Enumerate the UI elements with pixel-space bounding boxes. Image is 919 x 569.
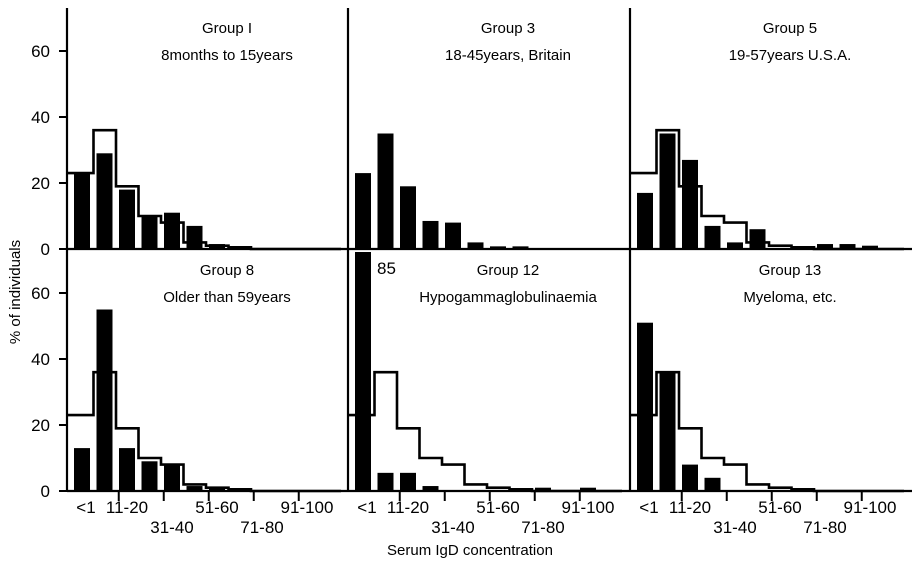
bar — [727, 242, 743, 249]
bar — [377, 133, 394, 249]
bar — [445, 222, 461, 249]
bar — [704, 477, 721, 491]
x-tick-label: <1 — [357, 498, 376, 517]
panel-5: Group 12 Hypogammaglobulinaemia 85 — [349, 252, 622, 493]
panel-title: Group 13 — [759, 262, 822, 279]
bar — [637, 192, 653, 249]
x-axis-title: Serum IgD concentration — [387, 542, 553, 559]
bar — [355, 173, 371, 249]
panel-subtitle: Myeloma, etc. — [743, 289, 836, 306]
y-tick-label: 20 — [31, 174, 50, 193]
bar — [186, 225, 203, 249]
bar — [422, 486, 439, 491]
x-tick-label: <1 — [76, 498, 95, 517]
bar — [164, 212, 180, 249]
reference-outline — [631, 128, 904, 251]
panel-subtitle: Older than 59years — [163, 289, 291, 306]
bar — [119, 189, 135, 249]
x-tick-label: 71-80 — [240, 518, 283, 537]
panel-title: Group 3 — [481, 20, 535, 37]
reference-outline — [68, 370, 341, 493]
y-tick-label: 60 — [31, 42, 50, 61]
bar — [749, 229, 766, 249]
x-tick-label: 51-60 — [758, 498, 801, 517]
panel-6: Group 13 Myeloma, etc. — [631, 262, 904, 493]
reference-outline — [349, 370, 622, 493]
bar — [164, 464, 180, 491]
bar — [422, 220, 439, 249]
x-tick-label: 11-20 — [106, 498, 148, 517]
bar — [96, 153, 113, 249]
panel-subtitle: 18-45years, Britain — [445, 47, 571, 64]
bar — [637, 322, 653, 491]
y-tick-label: 0 — [41, 240, 50, 259]
bar — [119, 448, 135, 491]
bar — [682, 464, 698, 491]
axes-layer — [65, 8, 912, 493]
panel-4: Group 8 Older than 59years — [68, 262, 341, 493]
bar — [580, 487, 596, 491]
x-tick-label: 31-40 — [713, 518, 756, 537]
x-tick-label: 91-100 — [844, 498, 897, 517]
bar — [186, 486, 203, 491]
panel-title: Group 12 — [477, 262, 540, 279]
bar — [659, 372, 676, 491]
x-tick-label: 71-80 — [521, 518, 564, 537]
panel-subtitle: 8months to 15years — [161, 47, 293, 64]
y-tick-label: 0 — [41, 482, 50, 501]
x-tick-label: 71-80 — [803, 518, 846, 537]
bar — [355, 252, 371, 491]
bar — [659, 133, 676, 249]
panel-subtitle: 19-57years U.S.A. — [729, 47, 852, 64]
bar — [141, 216, 158, 249]
x-tick-label: 91-100 — [281, 498, 334, 517]
reference-outline — [68, 128, 341, 251]
x-tick-label: 51-60 — [195, 498, 238, 517]
y-tick-label: 60 — [31, 284, 50, 303]
bar — [512, 246, 529, 249]
bar — [141, 461, 158, 491]
x-tick-label: 31-40 — [150, 518, 193, 537]
reference-outline — [631, 370, 904, 493]
bar — [704, 225, 721, 249]
bar — [817, 244, 833, 249]
panels-layer: Group I 8months to 15years Group 3 18-45yea… — [68, 20, 904, 493]
bar — [535, 487, 551, 491]
panel-2: Group 3 18-45years, Britain — [355, 20, 571, 249]
y-axis-title: % of individuals — [7, 240, 24, 344]
bar — [400, 186, 416, 249]
y-tick-label: 20 — [31, 416, 50, 435]
bar — [490, 246, 506, 249]
bar — [467, 242, 484, 249]
bar — [74, 173, 90, 249]
x-tick-label: 91-100 — [562, 498, 615, 517]
x-tick-label: 11-20 — [669, 498, 711, 517]
bar — [839, 244, 856, 249]
bar — [209, 487, 225, 491]
panel-subtitle: Hypogammaglobulinaemia — [419, 289, 597, 306]
bar — [400, 472, 416, 491]
x-tick-label: 31-40 — [431, 518, 474, 537]
panel-title: Group I — [202, 20, 252, 37]
bar — [682, 159, 698, 249]
bar — [862, 245, 878, 249]
x-tick-label: 51-60 — [476, 498, 519, 517]
bar — [74, 448, 90, 491]
panel-title: Group 5 — [763, 20, 817, 37]
y-tick-label: 40 — [31, 108, 50, 127]
bar-annotation: 85 — [377, 259, 396, 278]
panel-3: Group 5 19-57years U.S.A. — [631, 20, 904, 251]
bar — [377, 472, 394, 491]
panel-title: Group 8 — [200, 262, 254, 279]
x-tick-label: <1 — [639, 498, 658, 517]
bar — [96, 309, 113, 491]
x-tick-label: 11-20 — [387, 498, 429, 517]
y-tick-label: 40 — [31, 350, 50, 369]
panel-1: Group I 8months to 15years — [68, 20, 341, 251]
